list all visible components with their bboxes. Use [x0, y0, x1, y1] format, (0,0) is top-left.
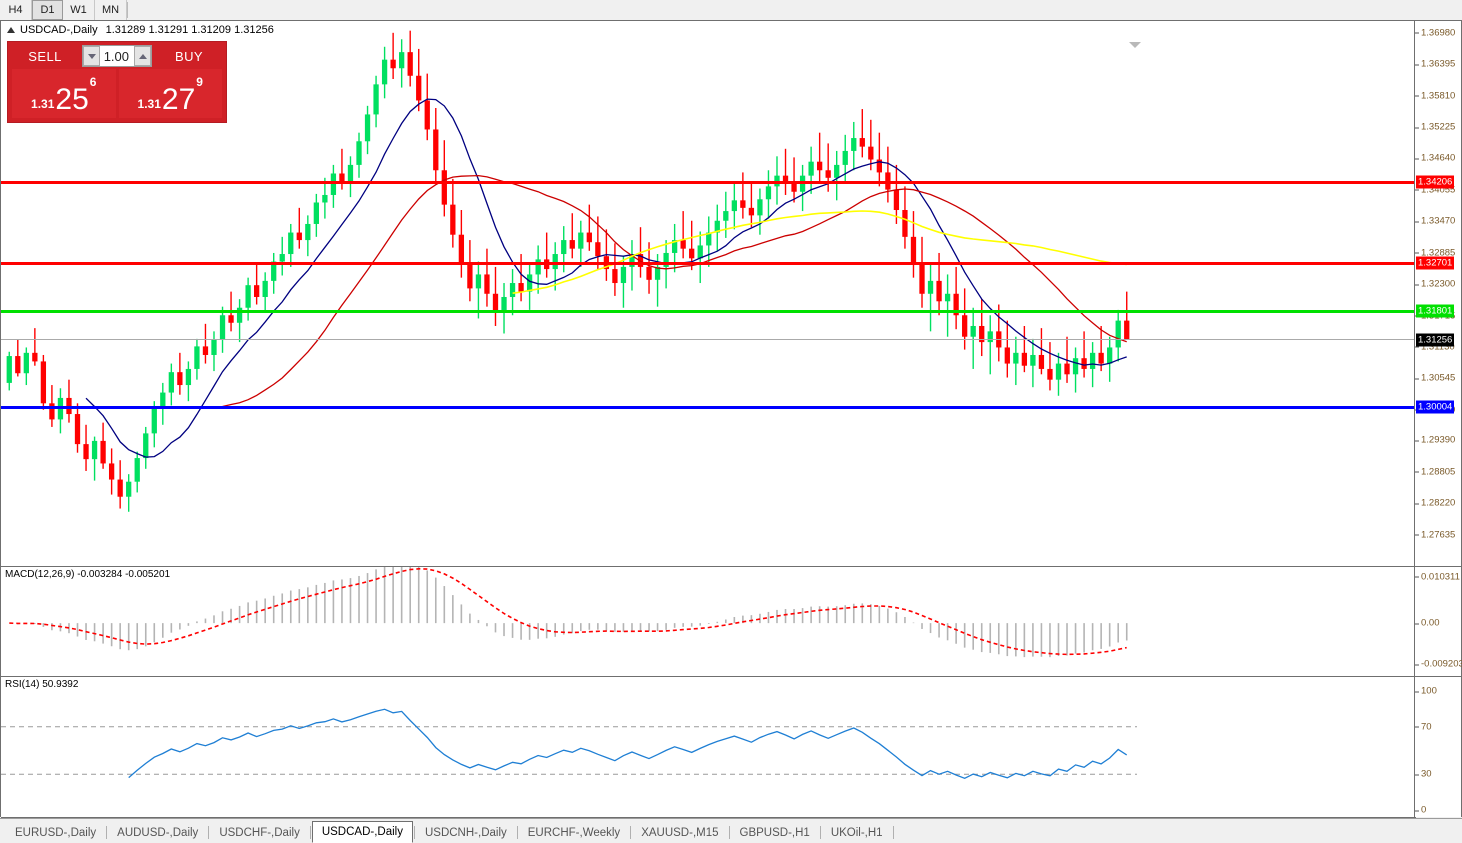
toolbar-divider [127, 2, 128, 18]
chart-ohlc-label: 1.31289 1.31291 1.31209 1.31256 [105, 24, 274, 36]
volume-value[interactable]: 1.00 [103, 48, 129, 64]
price-tick: 1.34640 [1415, 153, 1462, 164]
chart-header: USDCAD-,Daily 1.31289 1.31291 1.31209 1.… [3, 23, 274, 37]
sell-price-box[interactable]: 1.31 25 6 [12, 69, 116, 118]
one-click-trade-panel: SELL 1.00 BUY 1.31 25 6 1.31 27 9 [7, 41, 227, 123]
tab-divider [892, 826, 894, 839]
timeframe-button-d1[interactable]: D1 [32, 0, 63, 20]
price-plot-area[interactable] [1, 21, 1414, 566]
chart-tab-ukoil[interactable]: UKOil-,H1 [830, 826, 883, 839]
price-tick: 1.28805 [1415, 466, 1462, 477]
timeframe-button-h4[interactable]: H4 [0, 0, 32, 20]
buy-price-prefix: 1.31 [137, 97, 161, 111]
price-tick: 1.35225 [1415, 122, 1462, 133]
chart-tab-eurchf[interactable]: EURCHF-,Weekly [527, 826, 621, 839]
tab-divider [630, 826, 632, 839]
rsi-tick: 30 [1415, 769, 1462, 780]
price-tick: 1.32885 [1415, 247, 1462, 258]
rsi-svg [1, 708, 1137, 780]
tab-divider [309, 826, 311, 839]
rsi-title: RSI(14) 50.9392 [5, 679, 79, 690]
collapse-triangle-icon[interactable] [7, 27, 15, 33]
trade-controls-row: SELL 1.00 BUY [8, 42, 226, 68]
chart-scroll-marker[interactable] [1129, 42, 1141, 48]
buy-price-main: 27 [161, 83, 196, 116]
chart-symbol-label: USDCAD-,Daily [20, 24, 98, 36]
volume-decrease-icon[interactable] [83, 46, 100, 66]
volume-stepper[interactable]: 1.00 [82, 45, 152, 67]
macd-pane: MACD(12,26,9) -0.003284 -0.005201 0.0103… [1, 566, 1462, 676]
chart-tab-audusd[interactable]: AUDUSD-,Daily [117, 826, 199, 839]
tab-divider [413, 826, 415, 839]
tab-divider [728, 826, 730, 839]
volume-increase-icon[interactable] [134, 46, 151, 66]
macd-tick: 0.00 [1415, 618, 1462, 629]
timeframe-button-mn[interactable]: MN [95, 0, 127, 20]
level-label-support-blue[interactable]: 1.30004 [1416, 400, 1455, 414]
sell-price-fraction: 6 [89, 75, 97, 89]
tab-divider [819, 826, 821, 839]
chart-tab-xauusd[interactable]: XAUUSD-,M15 [641, 826, 719, 839]
price-tick: 1.34055 [1415, 184, 1462, 195]
buy-price-fraction: 9 [196, 75, 203, 89]
rsi-pane: RSI(14) 50.9392 100 70 30 0 [1, 676, 1461, 817]
tab-divider [208, 826, 210, 839]
price-tick: 1.33470 [1415, 216, 1462, 227]
chart-tab-gbpusd[interactable]: GBPUSD-,H1 [739, 826, 810, 839]
chart-tab-eurusd[interactable]: EURUSD-,Daily [15, 826, 97, 839]
rsi-tick: 0 [1415, 805, 1462, 816]
rsi-tick: 100 [1415, 686, 1462, 697]
level-line-current-price[interactable] [1, 339, 1414, 341]
level-line-resistance-upper[interactable] [1, 180, 1414, 184]
sell-price-prefix: 1.31 [31, 97, 55, 111]
chart-tab-usdcnh[interactable]: USDCNH-,Daily [424, 826, 507, 839]
price-pane: 1.36980 1.36395 1.35810 1.35225 1.34640 1.340… [1, 21, 1461, 566]
level-label-resistance-lower[interactable]: 1.32701 [1416, 256, 1455, 270]
macd-plot-area[interactable]: MACD(12,26,9) -0.003284 -0.005201 [1, 567, 1414, 676]
timeframe-toolbar: H4 D1 W1 MN [0, 0, 1462, 21]
price-tick: 1.36980 [1415, 27, 1462, 38]
chart-window: USDCAD-,Daily 1.31289 1.31291 1.31209 1.… [0, 20, 1462, 832]
level-label-resistance-upper[interactable]: 1.34206 [1416, 175, 1455, 189]
sell-price-main: 25 [55, 83, 89, 116]
level-line-support-green[interactable] [1, 309, 1414, 313]
rsi-plot-area[interactable]: RSI(14) 50.9392 [1, 677, 1414, 817]
level-label-support-green[interactable]: 1.31801 [1416, 304, 1455, 318]
price-tick: 1.35810 [1415, 90, 1462, 101]
buy-price-box[interactable]: 1.31 27 9 [118, 69, 222, 118]
price-tick: 1.36395 [1415, 59, 1462, 70]
price-tick: 1.28220 [1415, 498, 1462, 509]
chart-tab-usdchf[interactable]: USDCHF-,Daily [219, 826, 300, 839]
level-label-current-price[interactable]: 1.31256 [1416, 333, 1455, 347]
macd-tick: 0.010311 [1415, 571, 1462, 582]
macd-axis[interactable]: 0.010311 0.00 -0.009203 [1414, 567, 1462, 676]
price-tick: 1.27635 [1415, 529, 1462, 540]
price-tick: 1.31130 [1415, 341, 1462, 352]
buy-button[interactable]: BUY [175, 49, 203, 64]
chart-tab-usdcad[interactable]: USDCAD-,Daily [311, 821, 413, 843]
level-line-support-blue[interactable] [1, 406, 1414, 410]
macd-title: MACD(12,26,9) -0.003284 -0.005201 [5, 569, 171, 580]
macd-tick: -0.009203 [1415, 659, 1462, 670]
timeframe-button-w1[interactable]: W1 [63, 0, 95, 20]
sell-button[interactable]: SELL [28, 49, 62, 64]
price-tick: 1.29390 [1415, 435, 1462, 446]
macd-svg [9, 567, 1128, 658]
trade-prices-row: 1.31 25 6 1.31 27 9 [8, 68, 226, 122]
price-tick: 1.30545 [1415, 373, 1462, 384]
price-axis[interactable]: 1.36980 1.36395 1.35810 1.35225 1.34640 1.340… [1414, 21, 1461, 566]
chart-tabbar: EURUSD-,Daily AUDUSD-,Daily USDCHF-,Daily U… [0, 818, 1462, 843]
price-tick: 1.32300 [1415, 279, 1462, 290]
rsi-axis[interactable]: 100 70 30 0 [1414, 677, 1461, 817]
rsi-tick: 70 [1415, 721, 1462, 732]
tab-divider [516, 826, 518, 839]
level-line-resistance-lower[interactable] [1, 261, 1414, 265]
tab-divider [106, 826, 108, 839]
